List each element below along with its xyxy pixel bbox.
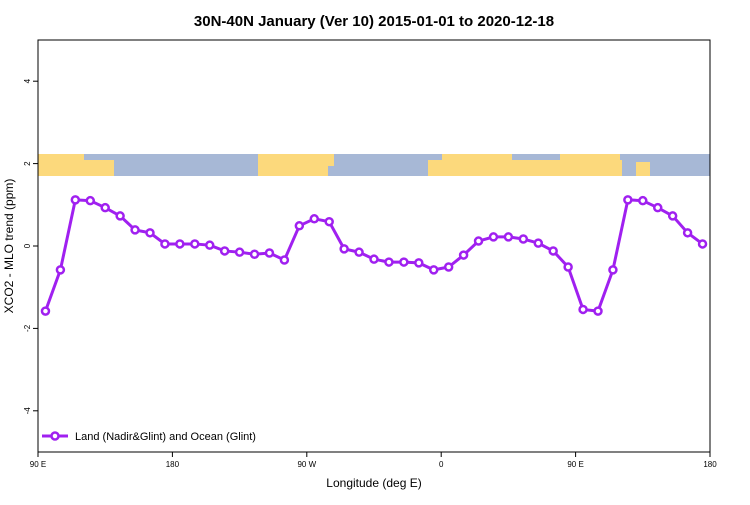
- data-point: [160, 239, 170, 249]
- data-point: [593, 306, 603, 316]
- y-tick-label: 0: [23, 243, 32, 248]
- data-point: [324, 216, 334, 227]
- x-axis-label: Longitude (deg E): [326, 476, 421, 490]
- data-point: [384, 257, 394, 267]
- legend-label: Land (Nadir&Glint) and Ocean (Glint): [75, 431, 256, 443]
- data-point: [70, 195, 81, 205]
- data-point: [414, 258, 424, 268]
- data-point: [518, 234, 529, 244]
- data-point: [563, 262, 573, 272]
- data-point: [309, 214, 320, 224]
- data-point: [55, 265, 66, 275]
- map-strip: [38, 154, 710, 176]
- data-point: [234, 247, 245, 257]
- chart-title: 30N-40N January (Ver 10) 2015-01-01 to 2…: [194, 13, 554, 30]
- data-point: [578, 304, 588, 315]
- data-point: [249, 249, 260, 259]
- data-point: [219, 246, 230, 256]
- data-point: [473, 236, 484, 246]
- data-point: [623, 195, 633, 205]
- x-tick-label: 90 W: [297, 460, 316, 469]
- x-tick-label: 90 E: [30, 460, 46, 469]
- data-point: [443, 262, 454, 272]
- data-point: [533, 238, 544, 248]
- data-point: [667, 211, 678, 221]
- data-point: [458, 250, 469, 260]
- data-point: [115, 211, 125, 221]
- y-tick-label: 2: [23, 161, 32, 166]
- data-point: [697, 239, 708, 249]
- data-point: [85, 195, 96, 206]
- y-tick-label: -4: [23, 407, 32, 415]
- y-tick-label: 4: [23, 78, 32, 83]
- data-point: [175, 239, 185, 249]
- data-point: [279, 255, 290, 265]
- data-point: [399, 257, 409, 267]
- data-point: [100, 202, 110, 213]
- data-point: [204, 240, 215, 250]
- data-point: [503, 232, 514, 242]
- x-tick-label: 180: [703, 460, 717, 469]
- data-point: [264, 248, 275, 258]
- data-point: [294, 221, 305, 231]
- data-point: [369, 254, 379, 264]
- y-tick-label: -2: [23, 324, 32, 332]
- y-axis-label: XCO2 - MLO trend (ppm): [2, 179, 16, 314]
- data-point: [682, 228, 693, 238]
- data-point: [608, 265, 618, 275]
- data-point: [548, 246, 558, 256]
- data-point: [40, 306, 51, 316]
- data-point: [354, 247, 364, 257]
- data-point: [130, 225, 140, 235]
- data-point: [190, 239, 200, 249]
- x-tick-label: 180: [166, 460, 180, 469]
- x-tick-label: 90 E: [567, 460, 583, 469]
- data-point: [638, 195, 648, 206]
- data-point: [428, 265, 439, 275]
- data-point: [652, 202, 663, 213]
- data-point: [488, 232, 499, 242]
- data-point: [339, 244, 349, 254]
- x-tick-label: 0: [439, 460, 444, 469]
- legend-marker: [50, 431, 60, 441]
- plot-frame: [37, 39, 711, 453]
- data-point: [145, 228, 155, 238]
